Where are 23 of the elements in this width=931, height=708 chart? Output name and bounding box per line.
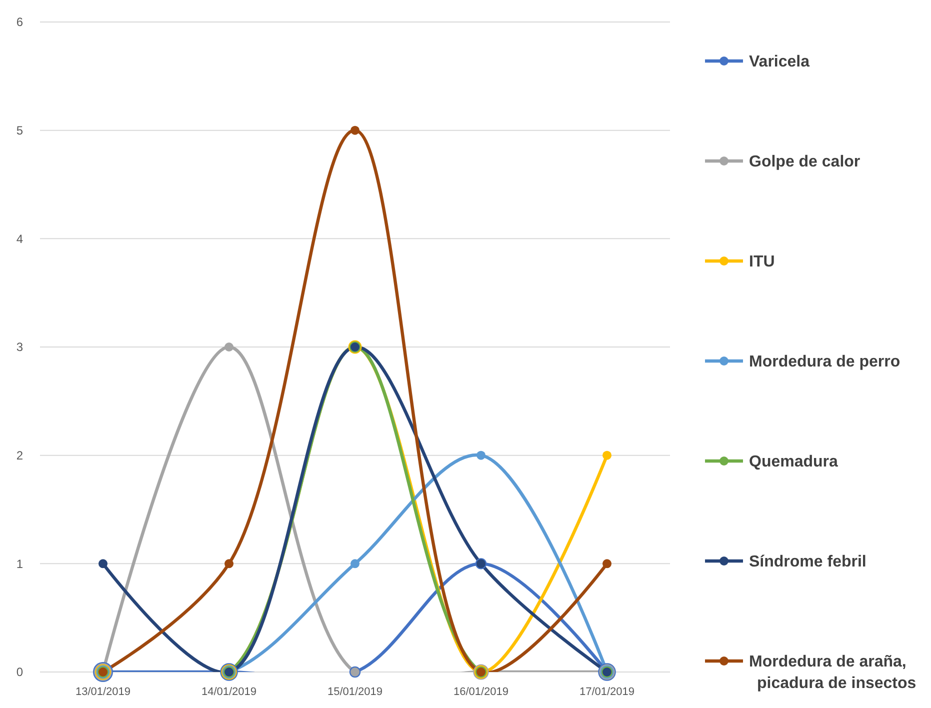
point	[98, 559, 108, 568]
point	[350, 126, 360, 135]
x-tick-label: 15/01/2019	[327, 686, 383, 698]
y-tick-label: 5	[16, 124, 24, 138]
legend-label: Mordedura de perro	[749, 354, 900, 371]
legend-label: Quemadura	[749, 454, 838, 471]
y-tick-label: 3	[16, 340, 24, 354]
point	[602, 559, 612, 568]
point	[224, 559, 234, 568]
x-tick-label: 16/01/2019	[453, 686, 509, 698]
y-tick-label: 2	[16, 448, 24, 463]
legend-label: Varicela	[749, 54, 810, 71]
x-tick-label: 14/01/2019	[201, 686, 257, 698]
y-tick-label: 6	[16, 15, 24, 30]
legend-label: ITU	[749, 254, 775, 271]
x-tick-label: 17/01/2019	[579, 686, 635, 698]
legend-label: Golpe de calor	[749, 154, 860, 171]
legend-label: Síndrome febril	[749, 554, 866, 571]
x-tick-label: 13/01/2019	[75, 686, 131, 698]
y-tick-label: 0	[16, 665, 24, 680]
y-tick-label: 4	[16, 232, 24, 246]
y-tick-label: 1	[16, 556, 24, 571]
legend-label: Mordedura de araña, picadura de insectos	[749, 654, 916, 692]
